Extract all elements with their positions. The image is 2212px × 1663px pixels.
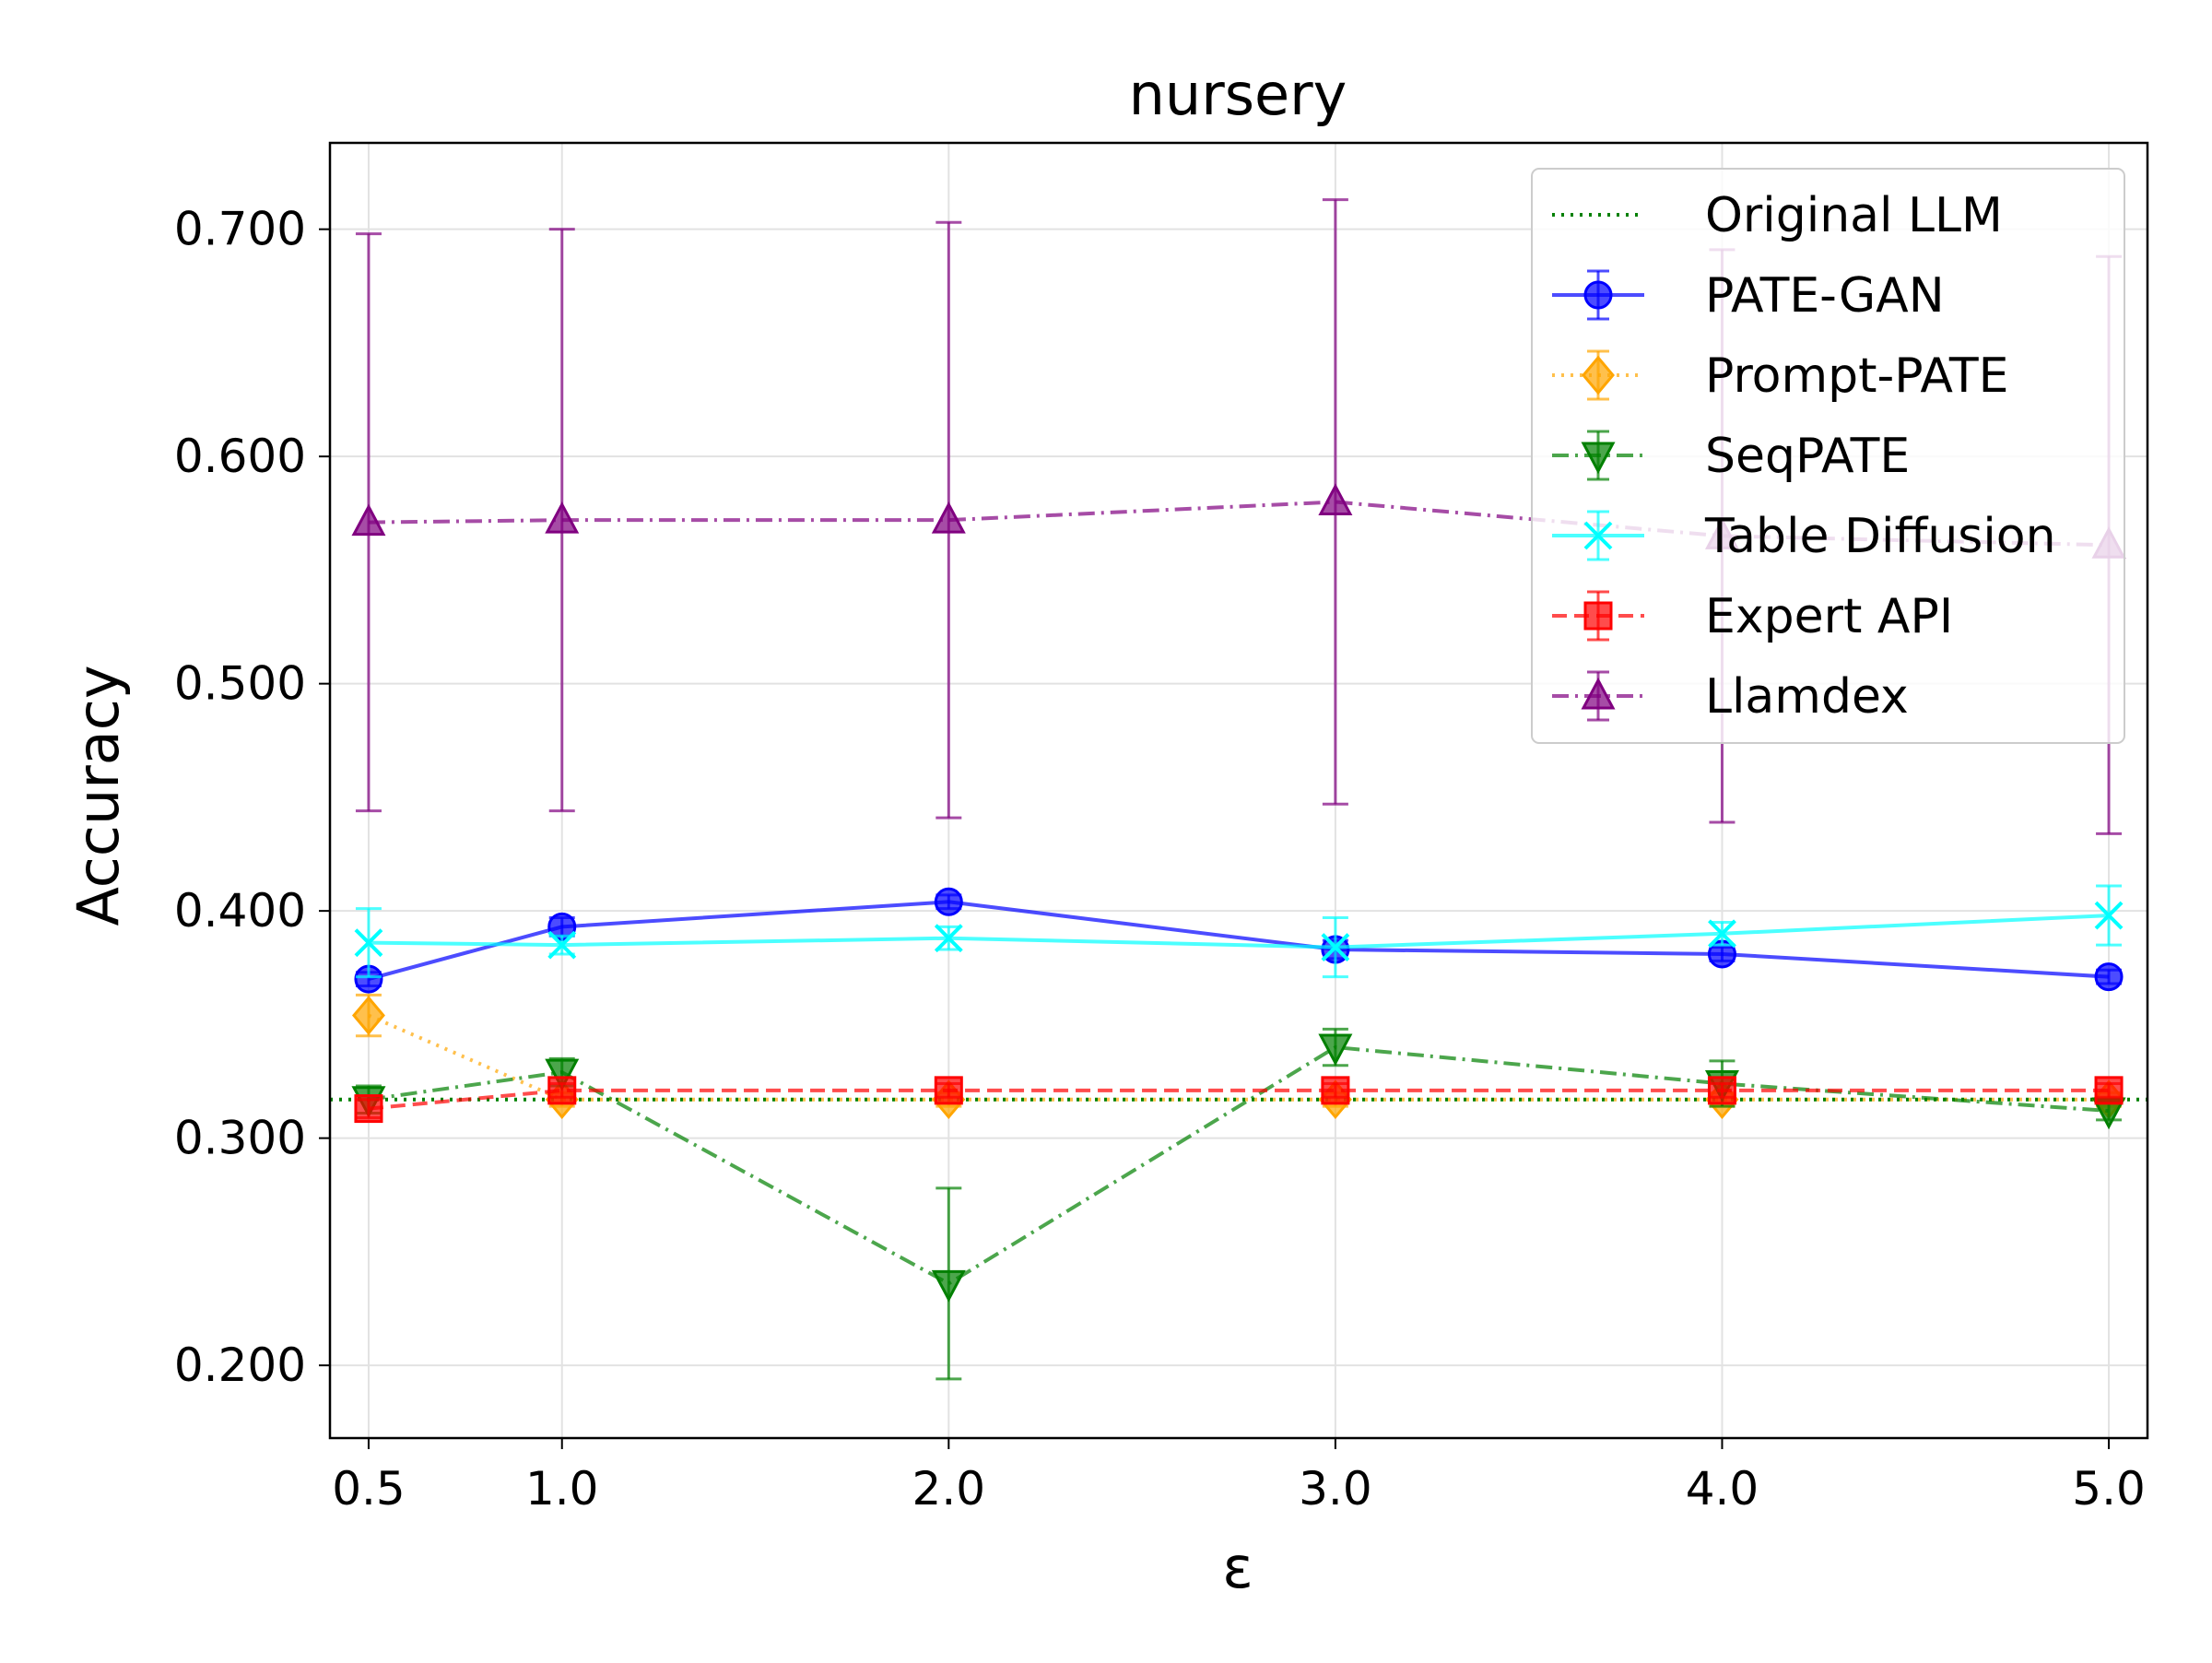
legend-label: PATE-GAN	[1705, 268, 1945, 324]
legend-marker	[1583, 280, 1613, 310]
legend-label: Original LLM	[1705, 188, 2003, 243]
data-point	[1318, 483, 1353, 515]
axes: 0.5 1.0 2.0 3.0 4.0 5.0 0.200 0.300 0.400 0.500 0.…	[174, 203, 2146, 1516]
data-point	[547, 930, 577, 960]
y-tick-label: 0.500	[174, 657, 306, 711]
chart-title: nursery	[1129, 61, 1347, 128]
marker-stroke	[2094, 901, 2124, 930]
series-prompt-pate	[351, 993, 2126, 1120]
data-point	[931, 1269, 966, 1303]
y-tick-label: 0.400	[174, 884, 306, 938]
data-point	[545, 1058, 580, 1091]
y-tick-label: 0.700	[174, 203, 306, 256]
legend: Original LLM PATE-GAN Prompt-PATE SeqPATE Ta…	[1531, 168, 2125, 744]
x-tick-label: 0.5	[332, 1462, 406, 1516]
data-point	[1707, 1076, 1736, 1105]
data-point	[545, 501, 580, 534]
legend-entry: Prompt-PATE	[1552, 348, 2009, 404]
data-point	[354, 928, 383, 958]
marker-stroke	[1708, 919, 1736, 949]
legend-marker	[1583, 601, 1613, 631]
x-tick-label: 1.0	[525, 1462, 599, 1516]
data-point	[1708, 919, 1736, 949]
legend-label: Expert API	[1705, 589, 1953, 644]
legend-label: Prompt-PATE	[1705, 348, 2009, 404]
data-point	[934, 887, 963, 916]
data-point	[1321, 933, 1350, 961]
legend-entry: Llamdex	[1552, 669, 1909, 725]
x-axis-label: ε	[1222, 1534, 1253, 1601]
data-point	[351, 996, 385, 1035]
series-line	[368, 900, 2110, 982]
data-point	[2094, 901, 2124, 930]
marker-stroke	[1321, 933, 1350, 961]
y-tick-label: 0.600	[174, 430, 306, 483]
series-seqpate	[351, 1027, 2126, 1381]
marker-stroke	[354, 928, 383, 958]
x-tick-label: 5.0	[2072, 1462, 2146, 1516]
y-tick-label: 0.300	[174, 1112, 306, 1165]
marker-stroke	[934, 924, 963, 953]
legend-marker	[1582, 355, 1615, 395]
legend-marker	[1583, 521, 1613, 550]
legend-entry: Table Diffusion	[1552, 509, 2056, 564]
legend-marker	[1581, 442, 1616, 475]
data-point	[351, 503, 386, 537]
data-point	[2094, 1076, 2124, 1105]
legend-entry: PATE-GAN	[1552, 268, 1945, 324]
data-point	[547, 1076, 577, 1105]
series-table-diffusion	[354, 884, 2124, 979]
legend-marker	[1581, 677, 1616, 710]
x-tick-label: 3.0	[1299, 1462, 1372, 1516]
series-pate-gan	[354, 887, 2124, 994]
legend-label: Llamdex	[1705, 669, 1909, 725]
marker-stroke	[1583, 521, 1613, 550]
marker-stroke	[547, 930, 577, 960]
data-point	[934, 924, 963, 953]
y-axis-label: Accuracy	[65, 665, 132, 926]
legend-label: Table Diffusion	[1704, 509, 2056, 564]
series-expert-api	[354, 1076, 2124, 1124]
x-tick-label: 4.0	[1686, 1462, 1759, 1516]
data-point	[2094, 962, 2124, 992]
series-line	[368, 1013, 2110, 1102]
plot-frame	[328, 141, 2149, 1440]
series-line	[368, 914, 2110, 949]
y-tick-label: 0.200	[174, 1339, 306, 1392]
series-line	[368, 1044, 2110, 1286]
legend-box	[1531, 168, 2125, 744]
data-point	[931, 501, 966, 534]
series-line	[368, 1088, 2110, 1111]
legend-entry: Original LLM	[1552, 188, 2003, 243]
data-point	[354, 1094, 383, 1124]
legend-label: SeqPATE	[1705, 429, 1910, 484]
data-point	[1321, 1076, 1350, 1105]
data-point	[934, 1076, 963, 1105]
x-tick-label: 2.0	[912, 1462, 986, 1516]
legend-entry: SeqPATE	[1552, 429, 1910, 484]
legend-entry: Expert API	[1552, 589, 1953, 644]
data-point	[1318, 1033, 1353, 1067]
